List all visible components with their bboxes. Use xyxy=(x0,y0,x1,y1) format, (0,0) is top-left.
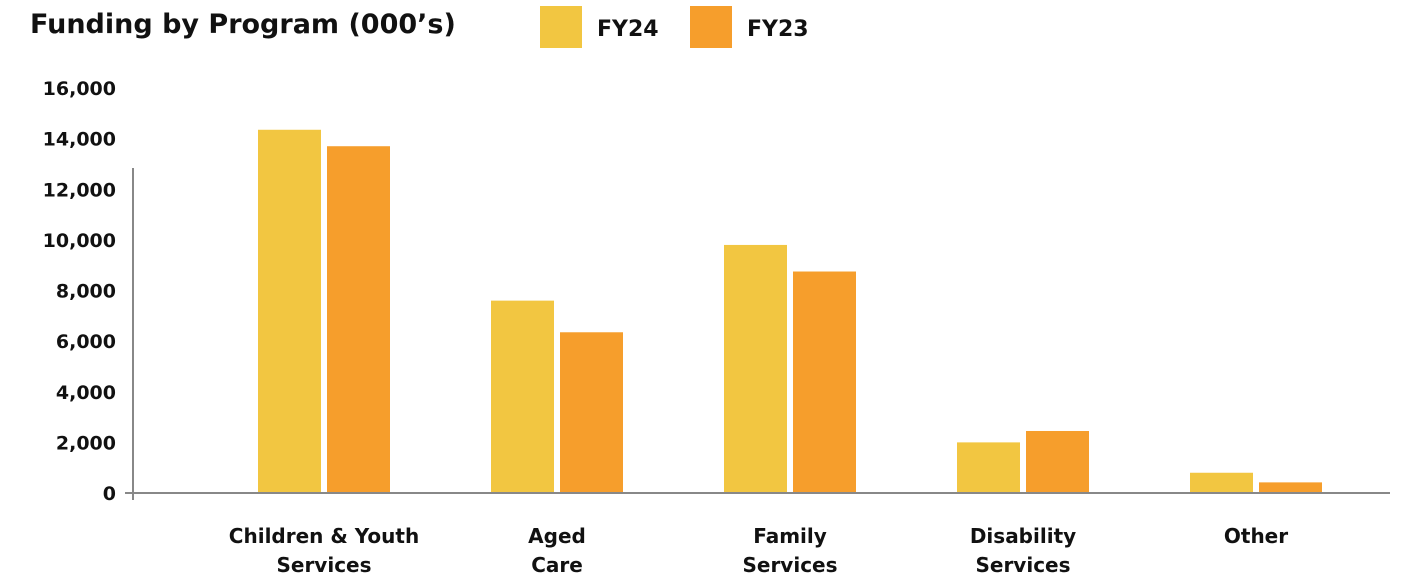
x-category-label: Children & Youth Services xyxy=(229,524,419,577)
y-tick-label: 4,000 xyxy=(56,382,116,404)
bars xyxy=(258,129,1322,493)
y-tick-label: 10,000 xyxy=(43,230,116,252)
legend-label-fy24: FY24 xyxy=(597,17,659,42)
bar-fy24-4 xyxy=(1190,472,1253,493)
bar-fy23-1 xyxy=(560,332,623,493)
y-tick-label: 14,000 xyxy=(43,129,116,151)
bar-fy23-4 xyxy=(1259,482,1322,493)
legend: FY24 FY23 xyxy=(540,6,809,48)
y-tick-label: 0 xyxy=(103,483,116,505)
bar-fy23-3 xyxy=(1026,430,1089,493)
bar-fy23-0 xyxy=(327,146,390,493)
legend-swatch-fy23 xyxy=(690,6,732,48)
y-tick-label: 8,000 xyxy=(56,281,116,303)
x-category-label: Aged Care xyxy=(528,524,586,577)
chart-title: Funding by Program (000’s) xyxy=(30,9,456,40)
x-category-label: Family Services xyxy=(742,524,837,577)
bar-fy24-0 xyxy=(258,129,321,493)
legend-swatch-fy24 xyxy=(540,6,582,48)
y-tick-label: 16,000 xyxy=(43,78,116,100)
bar-fy24-1 xyxy=(491,300,554,493)
bar-fy23-2 xyxy=(793,271,856,493)
legend-label-fy23: FY23 xyxy=(747,17,809,42)
x-category-label: Disability Services xyxy=(970,524,1076,577)
y-tick-label: 6,000 xyxy=(56,331,116,353)
y-tick-label: 2,000 xyxy=(56,432,116,454)
bar-fy24-3 xyxy=(957,442,1020,493)
x-axis-category-labels: Children & Youth Services Aged Care Family Se… xyxy=(229,524,1288,577)
y-axis-tick-labels: 0 2,000 4,000 6,000 8,000 10,000 12,000 14,000 1… xyxy=(43,78,116,505)
bar-fy24-2 xyxy=(724,244,787,493)
x-category-label: Other xyxy=(1224,524,1288,548)
y-tick-label: 12,000 xyxy=(43,179,116,201)
